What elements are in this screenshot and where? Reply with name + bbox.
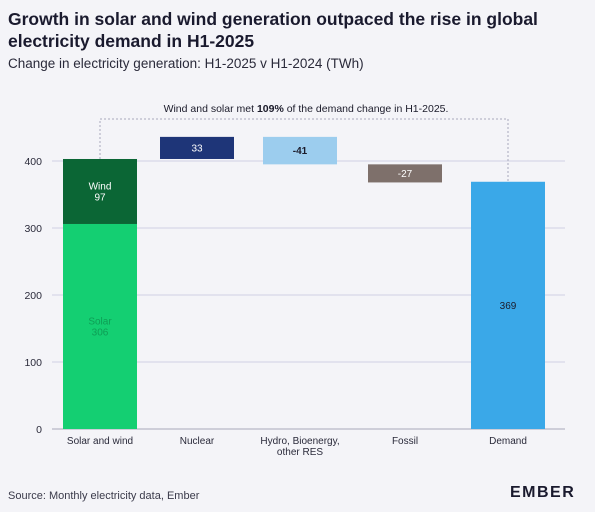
- bar-label-fossil: -27: [398, 169, 413, 180]
- bar-label-solar: 306: [92, 327, 109, 338]
- bar-demand: [471, 181, 545, 429]
- x-tick-label: Hydro, Bioenergy,: [260, 436, 339, 447]
- x-tick-label: Nuclear: [180, 436, 215, 447]
- ember-logo: EMBER: [510, 484, 576, 501]
- y-tick-label: 200: [24, 290, 42, 302]
- bar-nuclear: [160, 136, 234, 159]
- y-tick-label: 400: [24, 156, 42, 168]
- bar-label-nuclear: 33: [191, 143, 203, 154]
- bar-solar: [63, 223, 137, 429]
- bar-wind: [63, 158, 137, 224]
- chart-title: Growth in solar and wind generation outp…: [8, 9, 538, 51]
- y-tick-label: 0: [36, 424, 42, 436]
- bar-label-solar: Solar: [88, 316, 112, 327]
- x-tick-label: Fossil: [392, 436, 418, 447]
- bar-label-wind: 97: [94, 192, 106, 203]
- bar-label-wind: Wind: [89, 181, 112, 192]
- waterfall-chart: 0 100 200 300 400 Wind and solar met 109% of …: [24, 103, 565, 458]
- y-tick-label: 300: [24, 223, 42, 235]
- y-tick-label: 100: [24, 357, 42, 369]
- bar-label-demand: 369: [500, 301, 517, 312]
- source-note: Source: Monthly electricity data, Ember: [8, 490, 200, 502]
- x-tick-label: Solar and wind: [67, 436, 133, 447]
- bar-fossil: [368, 164, 442, 183]
- bar-label-hydro-bioenergy-other-res: -41: [293, 146, 308, 157]
- x-tick-label: other RES: [277, 447, 323, 458]
- bar-hydro-bioenergy-other-res: [263, 136, 337, 165]
- chart-subtitle: Change in electricity generation: H1-202…: [8, 56, 364, 71]
- annotation-text: Wind and solar met 109% of the demand ch…: [164, 103, 449, 115]
- x-tick-label: Demand: [489, 436, 527, 447]
